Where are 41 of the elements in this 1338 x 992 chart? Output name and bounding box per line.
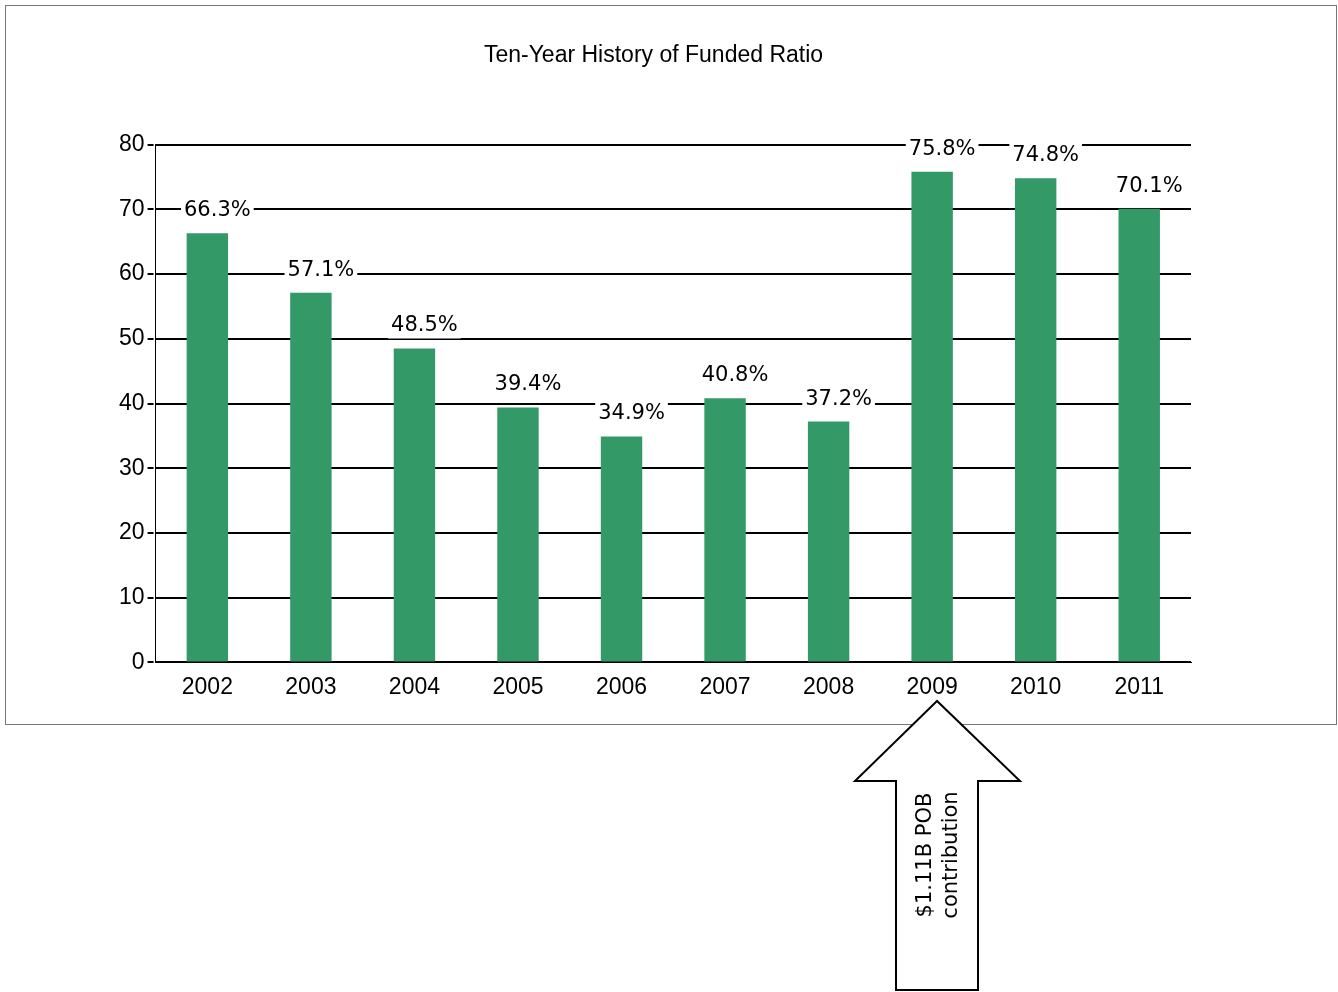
y-tick-label: 20 [118,518,145,545]
x-tick-label: 2003 [285,672,337,699]
data-label: 75.8% [908,135,976,160]
data-label: 57.1% [287,256,355,281]
bar [186,233,229,662]
y-tick-label: 70 [118,194,145,221]
bar [497,407,539,662]
data-label: 40.8% [701,362,769,387]
x-tick-label: 2010 [1010,672,1062,699]
data-label: 37.2% [805,385,872,410]
bar [393,348,436,662]
y-tick-label: 80 [118,129,145,156]
x-tick-label: 2009 [906,672,958,699]
data-label: 74.8% [1012,142,1080,167]
x-tick-label: 2011 [1114,672,1164,699]
x-tick-label: 2008 [803,672,855,699]
x-tick-label: 2004 [388,672,441,699]
data-label: 70.1% [1115,172,1183,197]
data-label: 48.5% [391,312,458,337]
y-tick-label: 40 [118,388,145,415]
y-tick-label: 0 [131,647,145,674]
data-label: 34.9% [598,400,665,425]
bar [704,398,746,662]
text: $1.11B POB contribution [911,790,963,921]
bar [911,171,953,662]
x-tick-label: 2005 [492,672,544,699]
x-tick-label: 2002 [181,672,233,699]
y-tick-label: 30 [118,453,145,480]
x-tick-label: 2007 [699,672,751,699]
bar [807,421,850,662]
data-label: 39.4% [494,371,562,396]
bar [600,436,643,662]
bar [1014,178,1057,662]
y-tick-label: 60 [118,259,145,286]
chart-title: Ten-Year History of Funded Ratio [483,41,824,68]
x-tick-label: 2006 [595,672,648,699]
y-tick-label: 10 [118,583,145,610]
bar [1118,208,1160,662]
y-tick-label: 50 [118,324,145,351]
bar [290,292,332,662]
data-label: 66.3% [183,197,251,222]
